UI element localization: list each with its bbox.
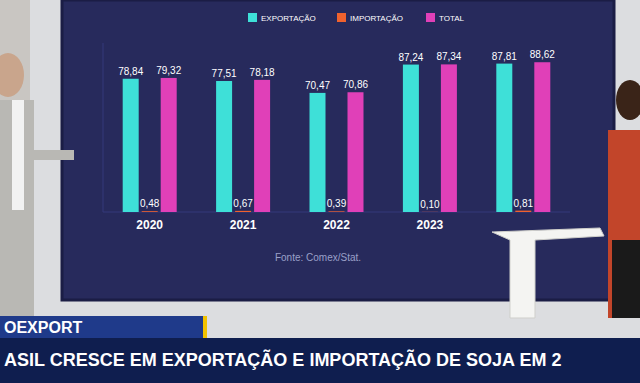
category-label: 2021 xyxy=(230,218,257,232)
legend-swatch xyxy=(337,13,346,22)
presenter-head xyxy=(0,53,24,97)
data-label: 0,39 xyxy=(327,198,347,209)
bar xyxy=(422,211,438,212)
presenter2-top xyxy=(608,130,640,318)
category-label: 2022 xyxy=(323,218,350,232)
tag-band xyxy=(0,316,205,338)
data-label: 0,81 xyxy=(514,198,534,209)
data-label: 88,62 xyxy=(530,49,555,60)
category-label: 2023 xyxy=(417,218,444,232)
bar xyxy=(403,65,419,212)
bar xyxy=(235,211,251,212)
data-label: 77,51 xyxy=(212,68,237,79)
bar xyxy=(496,64,512,212)
legend-label: IMPORTAÇÃO xyxy=(350,14,403,23)
presenter2-pants xyxy=(612,240,640,318)
bar xyxy=(254,80,270,212)
presenter2-head xyxy=(616,80,640,120)
bar xyxy=(161,78,177,212)
legend-swatch xyxy=(248,13,257,22)
presenter-arm xyxy=(34,150,74,160)
bar xyxy=(441,64,457,212)
headline-band xyxy=(0,338,640,383)
bar xyxy=(329,211,345,212)
root: 78,84 0,48 79,32 77,51 0,67 78,18 70,47 0,39 70,… xyxy=(0,0,640,383)
data-labels: 78,84 0,48 79,32 77,51 0,67 78,18 70,47 0,39 70,… xyxy=(118,49,555,210)
data-label: 0,67 xyxy=(233,198,253,209)
bar xyxy=(515,211,531,212)
bar xyxy=(348,92,364,212)
bar xyxy=(534,62,550,212)
data-label: 0,10 xyxy=(420,199,440,210)
legend-label: TOTAL xyxy=(439,14,465,23)
bar xyxy=(310,93,326,212)
bar xyxy=(142,211,158,212)
category-label: 2020 xyxy=(136,218,163,232)
studio xyxy=(0,0,640,383)
legend: EXPORTAÇÃO IMPORTAÇÃO TOTAL xyxy=(248,13,465,23)
data-label: 70,47 xyxy=(305,80,330,91)
data-label: 87,24 xyxy=(398,52,423,63)
presenter-jacket xyxy=(0,100,34,318)
bar xyxy=(216,81,232,212)
program-tag: OEXPORT xyxy=(4,319,82,336)
data-label: 0,48 xyxy=(140,198,160,209)
source: Fonte: Comex/Stat. xyxy=(275,252,361,263)
legend-swatch xyxy=(426,13,435,22)
headline: ASIL CRESCE EM EXPORTAÇÃO E IMPORTAÇÃO D… xyxy=(4,349,561,370)
value-axis-line xyxy=(103,43,104,212)
data-label: 87,81 xyxy=(492,51,517,62)
data-label: 87,34 xyxy=(436,51,461,62)
data-label: 70,86 xyxy=(343,79,368,90)
legend-label: EXPORTAÇÃO xyxy=(261,14,316,23)
desk xyxy=(492,228,604,318)
tag-accent xyxy=(203,316,207,338)
presenter-shirt xyxy=(12,100,24,210)
bar xyxy=(123,79,139,212)
data-label: 78,84 xyxy=(118,66,143,77)
scene: 78,84 0,48 79,32 77,51 0,67 78,18 70,47 0,39 70,… xyxy=(0,0,640,383)
data-label: 78,18 xyxy=(250,67,275,78)
data-label: 79,32 xyxy=(156,65,181,76)
bars xyxy=(123,62,551,212)
